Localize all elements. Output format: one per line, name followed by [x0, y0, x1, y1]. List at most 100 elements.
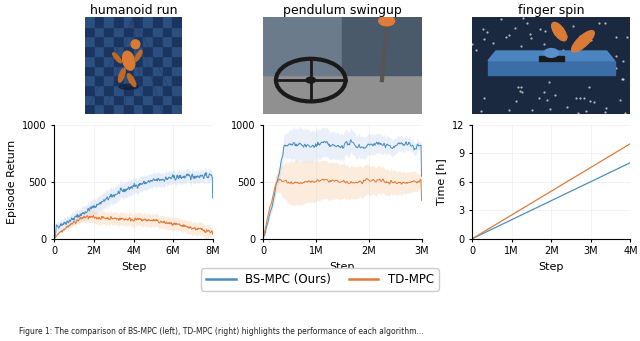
Point: [547, 66, 557, 72]
Bar: [104, 56, 114, 65]
Point: [581, 108, 591, 114]
Bar: [85, 95, 95, 104]
Point: [584, 98, 595, 104]
Bar: [124, 75, 134, 85]
Point: [467, 42, 477, 47]
Point: [591, 71, 601, 76]
Legend: BS-MPC (Ours), TD-MPC: BS-MPC (Ours), TD-MPC: [202, 268, 438, 291]
Bar: [134, 85, 143, 95]
Point: [515, 88, 525, 93]
Bar: [172, 85, 182, 95]
Bar: [104, 85, 114, 95]
Bar: [85, 65, 95, 75]
Point: [495, 17, 506, 22]
Bar: [114, 27, 124, 36]
Point: [552, 61, 563, 66]
Bar: [134, 95, 143, 104]
Ellipse shape: [122, 51, 135, 70]
Point: [543, 53, 553, 58]
Bar: [95, 95, 104, 104]
Bar: [104, 17, 114, 27]
Bar: [85, 17, 95, 27]
Bar: [134, 36, 143, 46]
Bar: [172, 104, 182, 114]
Bar: [134, 46, 143, 56]
Point: [482, 29, 492, 35]
Bar: [143, 104, 153, 114]
Point: [525, 35, 536, 41]
Point: [611, 53, 621, 59]
Bar: [95, 27, 104, 36]
Point: [546, 46, 556, 51]
Bar: [143, 85, 153, 95]
Circle shape: [544, 48, 559, 57]
Ellipse shape: [572, 31, 594, 52]
Point: [477, 26, 488, 32]
Bar: [143, 36, 153, 46]
Point: [504, 32, 514, 38]
Bar: [143, 95, 153, 104]
Bar: [85, 56, 95, 65]
Point: [554, 70, 564, 75]
Bar: [153, 46, 163, 56]
Point: [511, 99, 521, 104]
Point: [526, 59, 536, 64]
Ellipse shape: [119, 85, 138, 89]
Point: [540, 28, 550, 34]
Title: pendulum swingup: pendulum swingup: [283, 4, 402, 17]
Bar: [143, 46, 153, 56]
Bar: [114, 85, 124, 95]
Point: [550, 92, 560, 98]
Point: [489, 54, 499, 60]
Bar: [114, 36, 124, 46]
Bar: [124, 85, 134, 95]
X-axis label: Step: Step: [121, 262, 146, 272]
Bar: [163, 36, 172, 46]
X-axis label: Step: Step: [330, 262, 355, 272]
Point: [542, 97, 552, 102]
Bar: [143, 27, 153, 36]
Bar: [153, 65, 163, 75]
Point: [504, 107, 515, 113]
Point: [571, 95, 581, 100]
Point: [594, 20, 604, 26]
Bar: [153, 56, 163, 65]
Ellipse shape: [118, 68, 125, 82]
Bar: [163, 27, 172, 36]
Point: [545, 106, 555, 112]
Bar: [134, 75, 143, 85]
Bar: [153, 27, 163, 36]
Bar: [163, 17, 172, 27]
Point: [620, 110, 630, 116]
Point: [516, 89, 527, 94]
Point: [602, 105, 612, 110]
Point: [534, 26, 545, 32]
Bar: [143, 17, 153, 27]
Bar: [85, 46, 95, 56]
Bar: [124, 46, 134, 56]
Bar: [163, 46, 172, 56]
Bar: [143, 56, 153, 65]
Point: [518, 15, 529, 20]
Bar: [114, 46, 124, 56]
Bar: [85, 36, 95, 46]
Circle shape: [379, 16, 395, 26]
Bar: [104, 104, 114, 114]
Bar: [163, 75, 172, 85]
Point: [501, 34, 511, 40]
Point: [539, 90, 549, 95]
Point: [577, 33, 588, 39]
Point: [516, 84, 526, 89]
Point: [516, 44, 526, 49]
Bar: [163, 104, 172, 114]
Point: [479, 36, 489, 41]
Bar: [124, 56, 134, 65]
Polygon shape: [488, 61, 614, 75]
Point: [561, 33, 571, 39]
Bar: [114, 104, 124, 114]
Y-axis label: Episode Return: Episode Return: [6, 139, 17, 224]
Bar: [172, 56, 182, 65]
Ellipse shape: [131, 40, 140, 48]
Bar: [104, 75, 114, 85]
Point: [513, 85, 523, 90]
